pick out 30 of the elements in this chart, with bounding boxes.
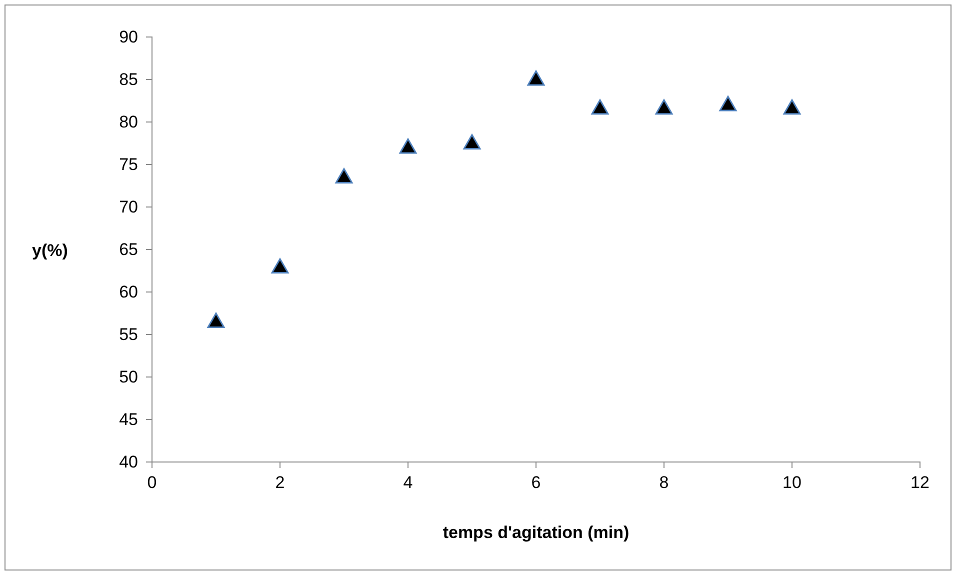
x-tick-label: 10 bbox=[782, 473, 802, 492]
point bbox=[655, 99, 673, 115]
point bbox=[271, 258, 289, 274]
y-tick-label: 45 bbox=[119, 410, 138, 429]
y-axis-title: y(%) bbox=[32, 241, 68, 260]
y-tick-label: 50 bbox=[119, 367, 138, 386]
x-tick-label: 0 bbox=[147, 473, 157, 492]
y-tick-label: 80 bbox=[119, 112, 138, 132]
point bbox=[335, 168, 353, 184]
x-tick-label: 4 bbox=[403, 473, 413, 492]
x-tick-label: 12 bbox=[910, 473, 930, 492]
x-tick-label: 8 bbox=[659, 473, 669, 492]
point bbox=[719, 96, 737, 112]
point bbox=[207, 312, 225, 328]
point bbox=[591, 99, 609, 115]
x-tick-label: 6 bbox=[531, 473, 541, 492]
y-tick-label: 75 bbox=[119, 154, 138, 174]
y-tick-label: 40 bbox=[119, 452, 138, 472]
y-tick-label: 85 bbox=[119, 70, 138, 89]
y-tick-label: 60 bbox=[119, 282, 138, 302]
y-tick-label: 65 bbox=[119, 240, 138, 259]
point bbox=[527, 70, 545, 86]
x-axis-title: temps d'agitation (min) bbox=[442, 523, 630, 542]
y-tick-label: 55 bbox=[119, 324, 138, 344]
point bbox=[783, 99, 801, 115]
y-tick-label: 90 bbox=[119, 27, 138, 46]
x-tick-label: 2 bbox=[275, 473, 285, 492]
point bbox=[399, 138, 417, 154]
point bbox=[463, 134, 481, 150]
y-tick-label: 70 bbox=[119, 197, 138, 216]
